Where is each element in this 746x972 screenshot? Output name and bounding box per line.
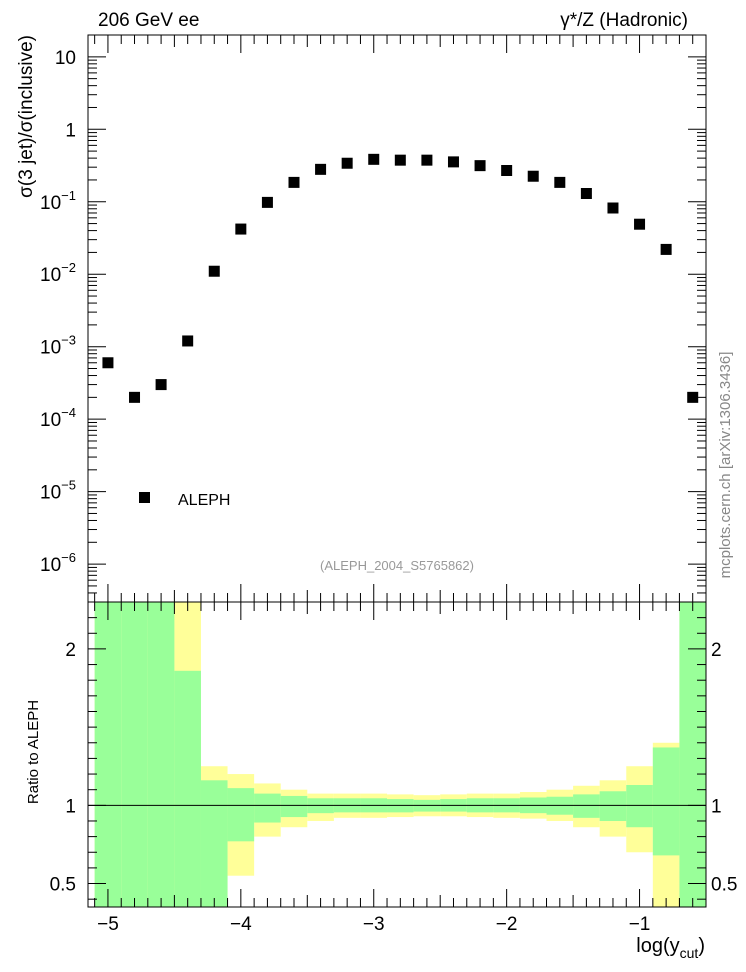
main-y-tick-exponent: −6	[61, 550, 76, 565]
band-stat-bin-6	[254, 793, 281, 823]
band-stat-bin-18	[573, 794, 600, 818]
band-stat-bin-19	[599, 791, 627, 821]
data-point-13	[447, 156, 459, 168]
data-point-3	[182, 335, 194, 347]
x-tick-label-0: −5	[97, 914, 119, 935]
band-stat-bin-2	[147, 602, 175, 907]
ratio-frame	[87, 601, 707, 908]
data-point-0	[102, 357, 114, 369]
data-point-18	[580, 188, 592, 199]
legend-label: ALEPH	[178, 492, 230, 509]
ratio-bands	[94, 602, 706, 907]
band-stat-bin-20	[626, 785, 653, 828]
main-y-tick-label-4: 10−3	[40, 333, 76, 359]
main-y-tick-base: 10	[40, 555, 61, 576]
x-tick-label-1: −4	[230, 914, 252, 935]
data-point-12	[421, 154, 433, 166]
data-point-11	[394, 154, 406, 166]
main-tick-group	[88, 34, 707, 603]
data-point-14	[474, 160, 486, 172]
main-y-tick-label-5: 10−4	[40, 405, 76, 431]
main-y-tick-label-0: 10	[55, 48, 76, 69]
main-y-tick-label-7: 10−6	[40, 550, 76, 576]
data-point-4	[208, 265, 220, 277]
band-stat-bin-0	[94, 602, 122, 907]
data-point-10	[368, 153, 380, 165]
main-y-tick-exponent: −4	[61, 405, 76, 420]
data-point-2	[155, 379, 167, 391]
x-tick-label-2: −3	[363, 914, 385, 935]
data-point-16	[527, 170, 539, 182]
band-stat-bin-4	[200, 780, 228, 907]
header-left: 206 GeV ee	[98, 10, 199, 31]
x-tick-label-3: −2	[496, 914, 518, 935]
main-y-tick-label-3: 10−2	[40, 260, 76, 286]
band-stat-bin-5	[227, 788, 255, 842]
data-point-9	[341, 157, 353, 169]
ratio-tick-group	[88, 601, 707, 907]
ratio-y-tick-label-right-1: 1	[711, 796, 722, 817]
data-point-17	[554, 176, 566, 188]
main-data-points	[102, 153, 699, 403]
main-y-tick-base: 10	[40, 338, 61, 359]
ratio-y-tick-label-right-0: 2	[711, 640, 722, 661]
main-y-tick-label-6: 10−5	[40, 478, 76, 504]
ratio-y-tick-label-left-1: 1	[65, 796, 76, 817]
main-y-tick-exponent: −5	[61, 478, 76, 493]
data-point-15	[501, 165, 513, 176]
data-point-8	[315, 163, 327, 175]
ratio-y-tick-labels: 2 2 1 1 0.5 0.5	[50, 640, 738, 896]
data-point-19	[607, 202, 619, 214]
ratio-y-tick-label-left-0: 2	[65, 640, 76, 661]
data-point-22	[687, 391, 699, 403]
main-y-tick-base: 10	[40, 483, 61, 504]
x-tick-label-4: −1	[629, 914, 651, 935]
data-point-6	[261, 196, 273, 208]
main-y-tick-exponent: −2	[61, 260, 76, 275]
ratio-y-tick-label-right-2: 0.5	[711, 875, 737, 896]
band-stat-bin-3	[174, 670, 201, 907]
ratio-panel: 2 2 1 1 0.5 0.5 −5 −4 −3 −2 −1 Ratio to ALEPH log…	[25, 601, 738, 961]
data-point-1	[129, 391, 141, 403]
main-y-axis-label: σ(3 jet)/σ(inclusive)	[16, 35, 37, 198]
x-axis-label: log(ycut)	[636, 935, 705, 961]
main-frame	[87, 34, 707, 603]
main-y-tick-base: 10	[40, 193, 61, 214]
data-point-7	[288, 176, 300, 188]
main-y-tick-base: 10	[40, 410, 61, 431]
ratio-y-axis-label: Ratio to ALEPH	[25, 700, 42, 804]
data-point-21	[660, 243, 672, 255]
main-y-tick-label-2: 10−1	[40, 188, 76, 214]
main-y-tick-base: 10	[40, 265, 61, 286]
band-stat-bin-7	[280, 795, 308, 818]
analysis-watermark: (ALEPH_2004_S5765862)	[320, 558, 474, 573]
ratio-y-tick-label-left-2: 0.5	[50, 875, 76, 896]
main-y-tick-label-1: 1	[65, 120, 76, 141]
legend-marker	[139, 492, 150, 503]
band-stat-bin-1	[121, 602, 148, 907]
band-stat-bin-21	[652, 747, 680, 856]
ratio-x-tick-labels: −5 −4 −3 −2 −1	[97, 914, 650, 935]
side-label: mcplots.cern.ch [arXiv:1306.3436]	[717, 352, 734, 579]
data-point-20	[634, 218, 646, 230]
band-stat-bin-22	[679, 602, 706, 907]
main-y-tick-exponent: −1	[61, 188, 76, 203]
data-point-5	[235, 223, 247, 235]
main-y-tick-exponent: −3	[61, 333, 76, 348]
header-right: γ*/Z (Hadronic)	[560, 10, 688, 31]
